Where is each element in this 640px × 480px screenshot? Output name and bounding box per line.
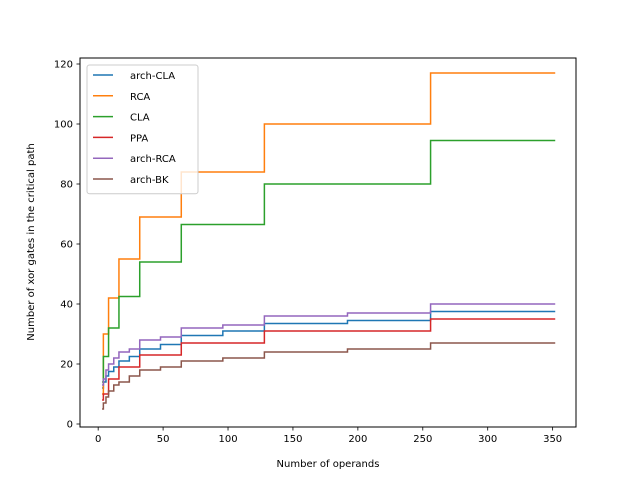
y-tick-label: 80 [60, 180, 73, 191]
x-axis-ticks: 0 50 100 150 200 250 300 350 [95, 427, 562, 445]
x-tick-label: 50 [157, 434, 170, 445]
series-line-arch-cla [102, 310, 556, 389]
legend-label: RCA [130, 92, 150, 103]
x-axis-label: Number of operands [277, 459, 380, 470]
y-axis-label: Number of xor gates in the critical path [26, 143, 37, 340]
x-tick-label: 150 [283, 434, 302, 445]
x-tick-label: 0 [95, 434, 101, 445]
x-tick-label: 100 [218, 434, 237, 445]
series-line-rca [102, 72, 556, 395]
plot-area-frame [79, 57, 577, 428]
x-tick-label: 350 [543, 434, 562, 445]
y-tick-label: 0 [67, 420, 73, 431]
y-tick-label: 40 [60, 300, 73, 311]
x-tick-label: 250 [413, 434, 432, 445]
series-line-ppa [102, 318, 556, 401]
series-lines [102, 72, 556, 410]
y-axis-ticks: 0 20 40 60 80 100 120 [54, 60, 80, 431]
x-tick-label: 300 [478, 434, 497, 445]
legend: arch-CLA RCA CLA PPA arch-RCA arch-BK [86, 64, 199, 195]
legend-label: PPA [130, 133, 148, 144]
series-line-cla [102, 139, 556, 383]
legend-label: arch-RCA [130, 154, 176, 165]
series-line-arch-bk [102, 342, 556, 410]
legend-label: CLA [130, 113, 150, 124]
x-tick-label: 200 [348, 434, 367, 445]
legend-frame [86, 64, 199, 195]
legend-label: arch-CLA [130, 71, 175, 82]
y-tick-label: 20 [60, 360, 73, 371]
legend-label: arch-BK [130, 175, 169, 186]
y-tick-label: 120 [54, 60, 73, 71]
series-line-arch-rca [102, 303, 556, 386]
y-tick-label: 100 [54, 120, 73, 131]
y-tick-label: 60 [60, 240, 73, 251]
